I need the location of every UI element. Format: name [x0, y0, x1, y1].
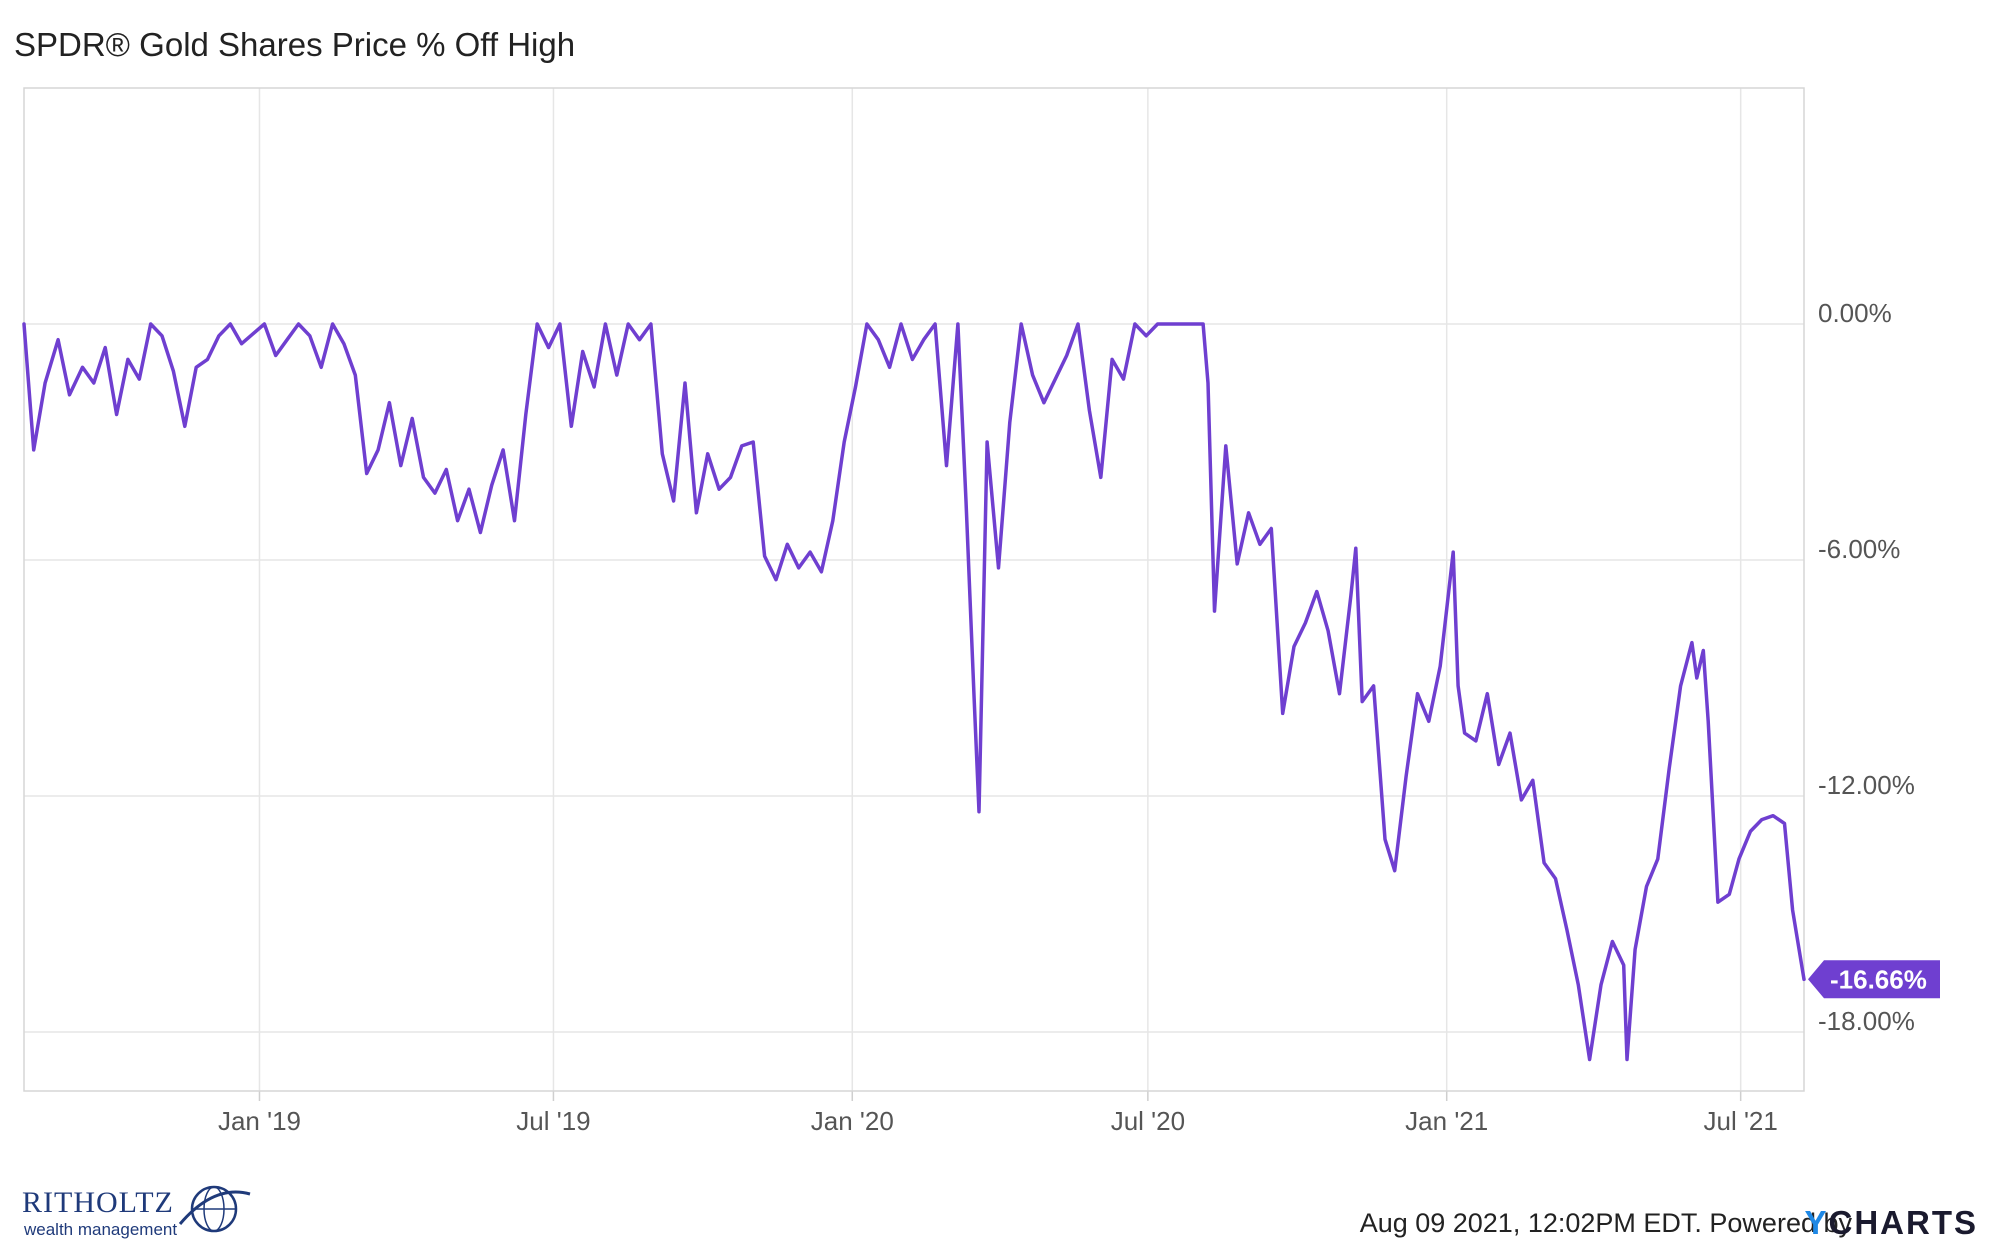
last-value-badge: -16.66% — [1808, 960, 1940, 999]
grid-layer — [24, 88, 1804, 1101]
series-line — [22, 322, 1806, 1062]
x-tick-label: Jul '19 — [516, 1106, 590, 1136]
logo-subtitle: wealth management — [24, 1220, 178, 1239]
ycharts-brand-y: Y — [1804, 1204, 1829, 1241]
x-tick-label: Jan '19 — [218, 1106, 301, 1136]
plot-frame — [23, 87, 1805, 1092]
x-tick-label: Jul '21 — [1703, 1106, 1777, 1136]
footer-timestamp: Aug 09 2021, 12:02PM EDT. Powered by — [1359, 1208, 1852, 1238]
y-tick-label: -18.00% — [1818, 1006, 1915, 1036]
y-tick-label: -6.00% — [1818, 534, 1900, 564]
logo-name: RITHOLTZ — [22, 1186, 174, 1219]
y-tick-label: -12.00% — [1818, 770, 1915, 800]
globe-icon — [178, 1185, 251, 1233]
last-value-label: -16.66% — [1830, 964, 1927, 994]
last-value-badge-shape — [1808, 960, 1940, 999]
chart-title: SPDR® Gold Shares Price % Off High — [14, 26, 576, 63]
tick-label-layer: 0.00% -6.00% -12.00% -18.00% Jan '19 Jul '19 J… — [218, 298, 1915, 1136]
x-tick-label: Jan '20 — [811, 1106, 894, 1136]
x-tick-label: Jul '20 — [1111, 1106, 1185, 1136]
ycharts-brand: YCHARTS — [1804, 1204, 1978, 1242]
ritholtz-logo: RITHOLTZ wealth management — [22, 1180, 252, 1240]
x-tick-label: Jan '21 — [1405, 1106, 1488, 1136]
y-tick-label: 0.00% — [1818, 298, 1892, 328]
ycharts-brand-rest: CHARTS — [1828, 1204, 1978, 1241]
